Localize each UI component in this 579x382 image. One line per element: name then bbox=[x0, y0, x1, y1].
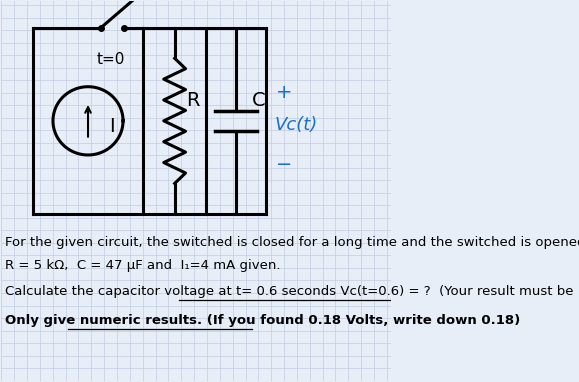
Text: For the given circuit, the switched is closed for a long time and the switched i: For the given circuit, the switched is c… bbox=[5, 236, 579, 249]
Text: −: − bbox=[276, 155, 292, 174]
Text: R: R bbox=[186, 91, 200, 110]
Text: C: C bbox=[251, 91, 265, 110]
Text: R = 5 kΩ,  C = 47 μF and  I₁=4 mA given.: R = 5 kΩ, C = 47 μF and I₁=4 mA given. bbox=[5, 259, 281, 272]
Text: +: + bbox=[276, 83, 292, 102]
Text: t=0: t=0 bbox=[97, 52, 125, 67]
Text: Vᴄ(t): Vᴄ(t) bbox=[274, 117, 318, 134]
Text: I: I bbox=[109, 117, 115, 136]
Text: Calculate the capacitor voltage at t= 0.6 seconds Vᴄ(t=0.6) = ?  (Your result mu: Calculate the capacitor voltage at t= 0.… bbox=[5, 285, 579, 298]
Text: Only give numeric results. (If you found 0.18 Volts, write down 0.18): Only give numeric results. (If you found… bbox=[5, 314, 521, 327]
